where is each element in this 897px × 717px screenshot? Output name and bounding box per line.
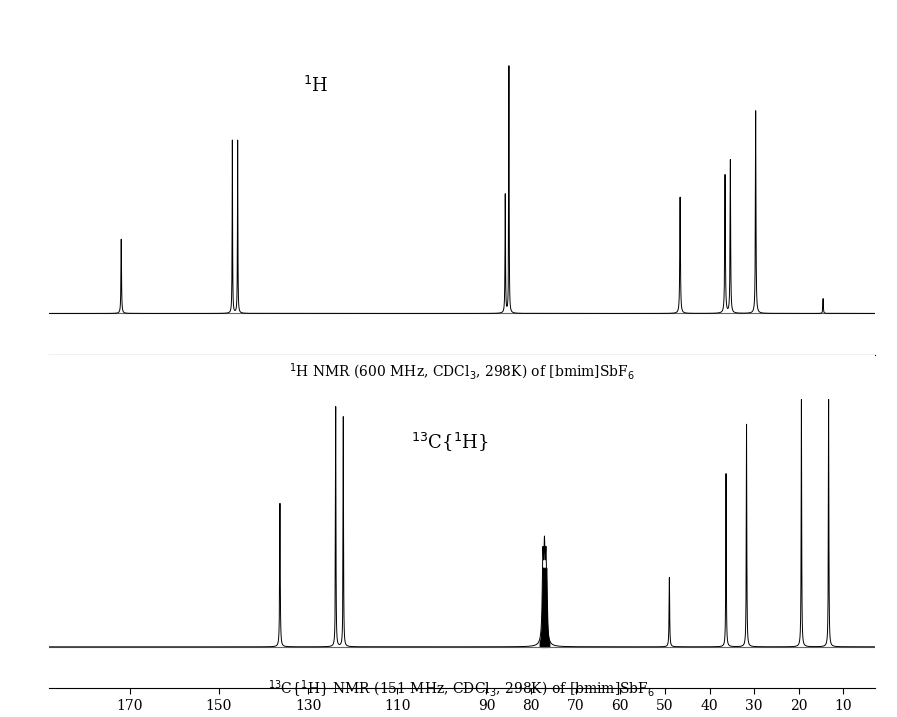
Text: $^1$H NMR (600 MHz, CDCl$_3$, 298K) of [bmim]SbF$_6$: $^1$H NMR (600 MHz, CDCl$_3$, 298K) of […	[289, 362, 635, 382]
Text: $^1$H: $^1$H	[302, 75, 328, 96]
Text: $^{13}$C{$^1$H}: $^{13}$C{$^1$H}	[411, 431, 488, 454]
Text: $^{13}$C{$^1$H} NMR (151 MHz, CDCl$_3$, 298K) of [bmim]SbF$_6$: $^{13}$C{$^1$H} NMR (151 MHz, CDCl$_3$, …	[268, 678, 656, 700]
